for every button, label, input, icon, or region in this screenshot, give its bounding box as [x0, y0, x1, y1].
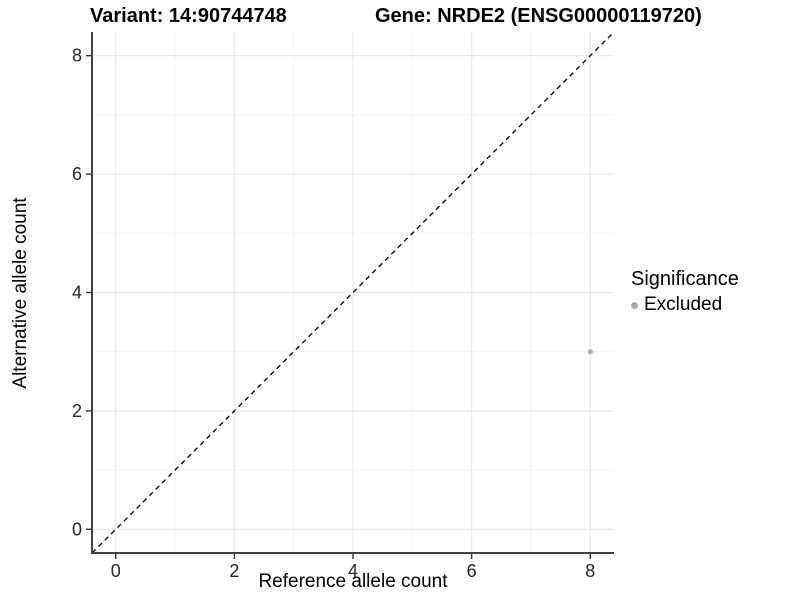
y-axis-title: Alternative allele count — [10, 197, 31, 389]
legend-item-label: Excluded — [644, 294, 723, 315]
x-tick-label: 6 — [467, 561, 477, 581]
y-tick-label: 0 — [72, 519, 82, 539]
legend-point-icon — [631, 301, 638, 309]
data-point — [587, 349, 593, 355]
y-tick-label: 4 — [72, 283, 82, 303]
plot-title-variant: Variant: 14:90744748 — [90, 5, 287, 27]
x-tick-label: 4 — [348, 561, 358, 581]
x-axis-title: Reference allele count — [258, 571, 448, 592]
x-tick-label: 8 — [585, 561, 595, 581]
x-tick-label: 2 — [229, 561, 239, 581]
plot-title-gene: Gene: NRDE2 (ENSG00000119720) — [375, 5, 702, 27]
y-tick-label: 6 — [72, 164, 82, 184]
legend-item-excluded: Excluded — [631, 294, 739, 316]
identity-dashed-line — [91, 31, 615, 554]
y-tick-label: 2 — [72, 401, 82, 421]
x-tick-label: 0 — [111, 561, 121, 581]
y-tick-label: 8 — [72, 46, 82, 66]
legend-title: Significance — [631, 268, 739, 290]
legend: Significance Excluded — [631, 268, 739, 316]
